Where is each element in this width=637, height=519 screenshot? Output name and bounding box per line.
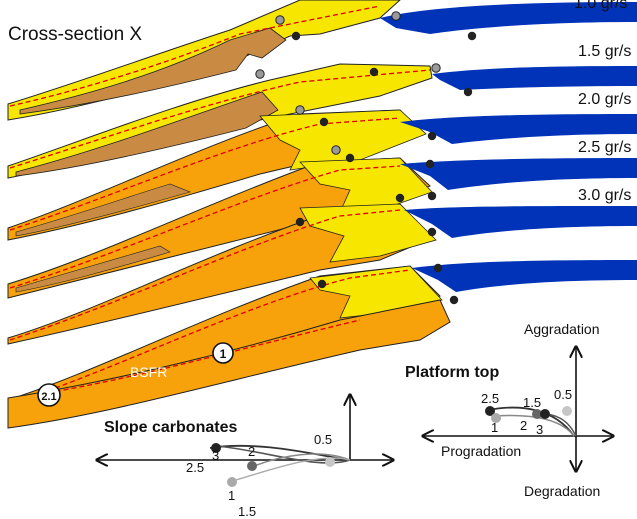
platform-dot xyxy=(562,406,572,416)
profile-3 xyxy=(7,105,637,241)
profile-2 xyxy=(7,63,637,179)
toe-dot xyxy=(369,67,379,77)
blue-band-3 xyxy=(400,114,637,144)
toe-dot xyxy=(463,87,473,97)
toe-dot xyxy=(295,217,305,227)
toe-dot xyxy=(319,117,329,127)
slope-dot xyxy=(211,443,221,453)
marker-2: 2.1 xyxy=(37,383,61,407)
marker-1-label: 1 xyxy=(220,347,227,361)
platform-label-0-5: 0.5 xyxy=(554,387,572,402)
platform-dot xyxy=(532,409,542,419)
shelf-break-dot xyxy=(255,69,265,79)
platform-label-3: 3 xyxy=(536,422,543,437)
slope-dot xyxy=(325,457,335,467)
toe-dot xyxy=(433,263,443,273)
toe-dot xyxy=(291,31,301,41)
flux-label-4: 2.5 gr/s xyxy=(578,139,631,156)
slope-label-3: 3 xyxy=(212,448,219,463)
flux-label-2: 1.5 gr/s xyxy=(578,43,631,60)
marker-1: 1 xyxy=(212,342,234,364)
blue-band-6 xyxy=(412,260,637,292)
toe-dot xyxy=(427,191,437,201)
slope-label-0-5: 0.5 xyxy=(314,432,332,447)
toe-dot xyxy=(427,131,437,141)
shelf-break-dot xyxy=(431,63,441,73)
blue-band-2 xyxy=(432,66,637,90)
marker-2-label: 2.1 xyxy=(41,391,56,403)
toe-dot xyxy=(345,153,355,163)
toe-dot xyxy=(449,295,459,305)
platform-dot xyxy=(485,406,495,416)
slope-panel-title: Slope carbonates xyxy=(104,419,237,436)
slope-dot xyxy=(227,477,237,487)
platform-dot xyxy=(491,413,501,423)
slope-label-2: 2 xyxy=(248,444,255,459)
platform-label-1-5: 1.5 xyxy=(523,395,541,410)
toe-dot xyxy=(317,279,327,289)
axis-degradation-label: Degradation xyxy=(524,483,600,499)
shelf-break-dot xyxy=(391,11,401,21)
toe-dot xyxy=(427,227,437,237)
blue-band-4 xyxy=(400,158,637,190)
platform-panel-title: Platform top xyxy=(405,364,499,381)
shelf-break-dot xyxy=(275,15,285,25)
platform-top-panel: Platform top Aggradation Degradation Pro… xyxy=(405,321,612,499)
toe-dot xyxy=(467,31,477,41)
axis-aggradation-label: Aggradation xyxy=(524,321,600,337)
flux-label-3: 2.0 gr/s xyxy=(578,91,631,108)
region-label: BSFR xyxy=(130,364,167,380)
slope-label-1-5: 1.5 xyxy=(238,504,256,519)
section-title: Cross-section X xyxy=(8,24,142,45)
slope-dot xyxy=(247,461,257,471)
toe-dot xyxy=(425,159,435,169)
toe-dot xyxy=(395,193,405,203)
platform-label-1: 1 xyxy=(491,420,498,435)
slope-label-2-5: 2.5 xyxy=(186,460,204,475)
platform-dot xyxy=(540,409,550,419)
axis-progradation-label: Progradation xyxy=(441,443,521,459)
shelf-break-dot xyxy=(295,105,305,115)
blue-band-5 xyxy=(404,206,637,238)
profile-1 xyxy=(7,0,637,121)
platform-label-2: 2 xyxy=(520,418,527,433)
platform-label-2-5: 2.5 xyxy=(481,391,499,406)
shelf-break-dot xyxy=(331,145,341,155)
profile-bottom xyxy=(7,299,451,429)
slope-label-1: 1 xyxy=(228,488,235,503)
flux-label-5: 3.0 gr/s xyxy=(578,187,631,204)
flux-label-1: 1.0 gr/s xyxy=(574,0,627,12)
slope-carbonates-panel: Slope carbonates 3 2.5 2 0.5 1 1.5 xyxy=(98,396,392,519)
profile-5 xyxy=(7,193,637,345)
blue-band-1 xyxy=(380,2,637,34)
